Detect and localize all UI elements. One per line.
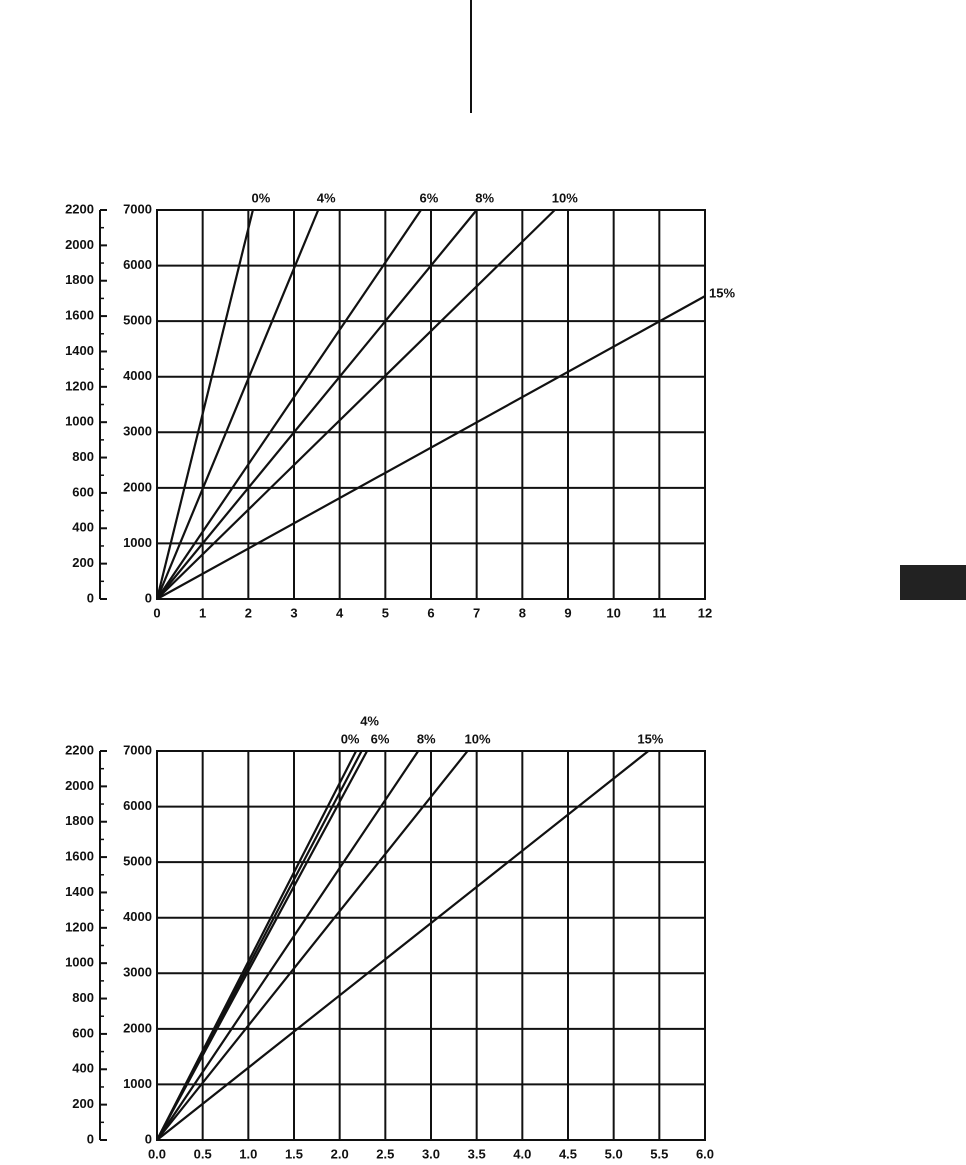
- y2-tick-label: 200: [72, 555, 94, 570]
- x-tick-label: 7: [473, 605, 480, 620]
- series-label: 0%: [252, 190, 271, 205]
- y2-tick-label: 1200: [65, 919, 94, 934]
- y2-tick-label: 2000: [65, 778, 94, 793]
- y2-tick-label: 2000: [65, 237, 94, 252]
- y-tick-label: 2000: [123, 479, 152, 494]
- series-label: 15%: [637, 731, 663, 746]
- y-tick-label: 0: [145, 590, 152, 605]
- series-line: [156, 209, 422, 600]
- y2-tick-label: 600: [72, 1025, 94, 1040]
- y-tick-label: 5000: [123, 854, 152, 869]
- x-tick-label: 4: [336, 605, 344, 620]
- y-tick-label: 7000: [123, 742, 152, 757]
- series-line: [156, 209, 556, 600]
- y2-tick-label: 0: [87, 590, 94, 605]
- y2-tick-label: 1000: [65, 414, 94, 429]
- x-tick-label: 5: [382, 605, 389, 620]
- x-tick-label: 0: [153, 605, 160, 620]
- series-line: [156, 750, 369, 1141]
- x-tick-label: 9: [564, 605, 571, 620]
- y-tick-label: 4000: [123, 909, 152, 924]
- y2-tick-label: 1200: [65, 378, 94, 393]
- y-tick-label: 4000: [123, 368, 152, 383]
- y-tick-label: 0: [145, 1131, 152, 1146]
- y-tick-label: 1000: [123, 535, 152, 550]
- y2-tick-label: 200: [72, 1096, 94, 1111]
- y2-tick-label: 2200: [65, 201, 94, 216]
- x-tick-label: 3: [290, 605, 297, 620]
- y-tick-label: 7000: [123, 201, 152, 216]
- y-tick-label: 6000: [123, 257, 152, 272]
- x-tick-label: 5.5: [650, 1146, 668, 1161]
- y2-tick-label: 1400: [65, 884, 94, 899]
- series-line: [155, 209, 254, 600]
- y2-tick-label: 1600: [65, 849, 94, 864]
- x-tick-label: 3.5: [468, 1146, 486, 1161]
- series-line: [156, 750, 650, 1141]
- x-tick-label: 4.0: [513, 1146, 531, 1161]
- x-tick-label: 1.5: [285, 1146, 303, 1161]
- y2-tick-label: 400: [72, 1061, 94, 1076]
- y2-tick-label: 1800: [65, 272, 94, 287]
- x-tick-label: 8: [519, 605, 526, 620]
- x-tick-label: 2: [245, 605, 252, 620]
- y2-tick-label: 1000: [65, 955, 94, 970]
- plot-frame: [156, 750, 706, 1141]
- series-line: [155, 209, 320, 600]
- series-line: [156, 750, 420, 1141]
- series-label: 10%: [465, 731, 491, 746]
- series-label: 6%: [371, 731, 390, 746]
- x-tick-label: 3.0: [422, 1146, 440, 1161]
- x-tick-label: 2.0: [331, 1146, 349, 1161]
- series-label: 8%: [475, 190, 494, 205]
- x-tick-label: 10: [606, 605, 620, 620]
- y-tick-label: 5000: [123, 313, 152, 328]
- y2-tick-label: 600: [72, 484, 94, 499]
- series-label: 15%: [709, 286, 735, 301]
- x-tick-label: 2.5: [376, 1146, 394, 1161]
- series-line: [156, 295, 706, 600]
- y2-tick-label: 800: [72, 449, 94, 464]
- y-tick-label: 3000: [123, 424, 152, 439]
- series-line: [156, 209, 478, 600]
- tab-marker: [900, 565, 966, 600]
- y-tick-label: 6000: [123, 798, 152, 813]
- series-line: [156, 750, 469, 1141]
- y-tick-label: 1000: [123, 1076, 152, 1091]
- plot-frame: [156, 209, 706, 600]
- x-tick-label: 1: [199, 605, 206, 620]
- series-label: 6%: [420, 190, 439, 205]
- series-label: 0%: [341, 731, 360, 746]
- series-label: 4%: [317, 190, 336, 205]
- y2-tick-label: 1400: [65, 343, 94, 358]
- x-tick-label: 11: [652, 605, 666, 620]
- y2-tick-label: 0: [87, 1131, 94, 1146]
- x-tick-label: 6.0: [696, 1146, 714, 1161]
- y2-tick-label: 400: [72, 520, 94, 535]
- x-tick-label: 0.5: [194, 1146, 212, 1161]
- series-label: 8%: [417, 731, 436, 746]
- y-tick-label: 2000: [123, 1020, 152, 1035]
- x-tick-label: 4.5: [559, 1146, 577, 1161]
- x-tick-label: 0.0: [148, 1146, 166, 1161]
- x-tick-label: 1.0: [239, 1146, 257, 1161]
- series-label: 10%: [552, 190, 578, 205]
- x-tick-label: 12: [698, 605, 712, 620]
- x-tick-label: 6: [427, 605, 434, 620]
- y2-tick-label: 2200: [65, 742, 94, 757]
- y2-tick-label: 1800: [65, 813, 94, 828]
- y2-tick-label: 1600: [65, 308, 94, 323]
- y2-tick-label: 800: [72, 990, 94, 1005]
- series-label: 4%: [360, 713, 379, 728]
- x-tick-label: 5.0: [605, 1146, 623, 1161]
- y-tick-label: 3000: [123, 965, 152, 980]
